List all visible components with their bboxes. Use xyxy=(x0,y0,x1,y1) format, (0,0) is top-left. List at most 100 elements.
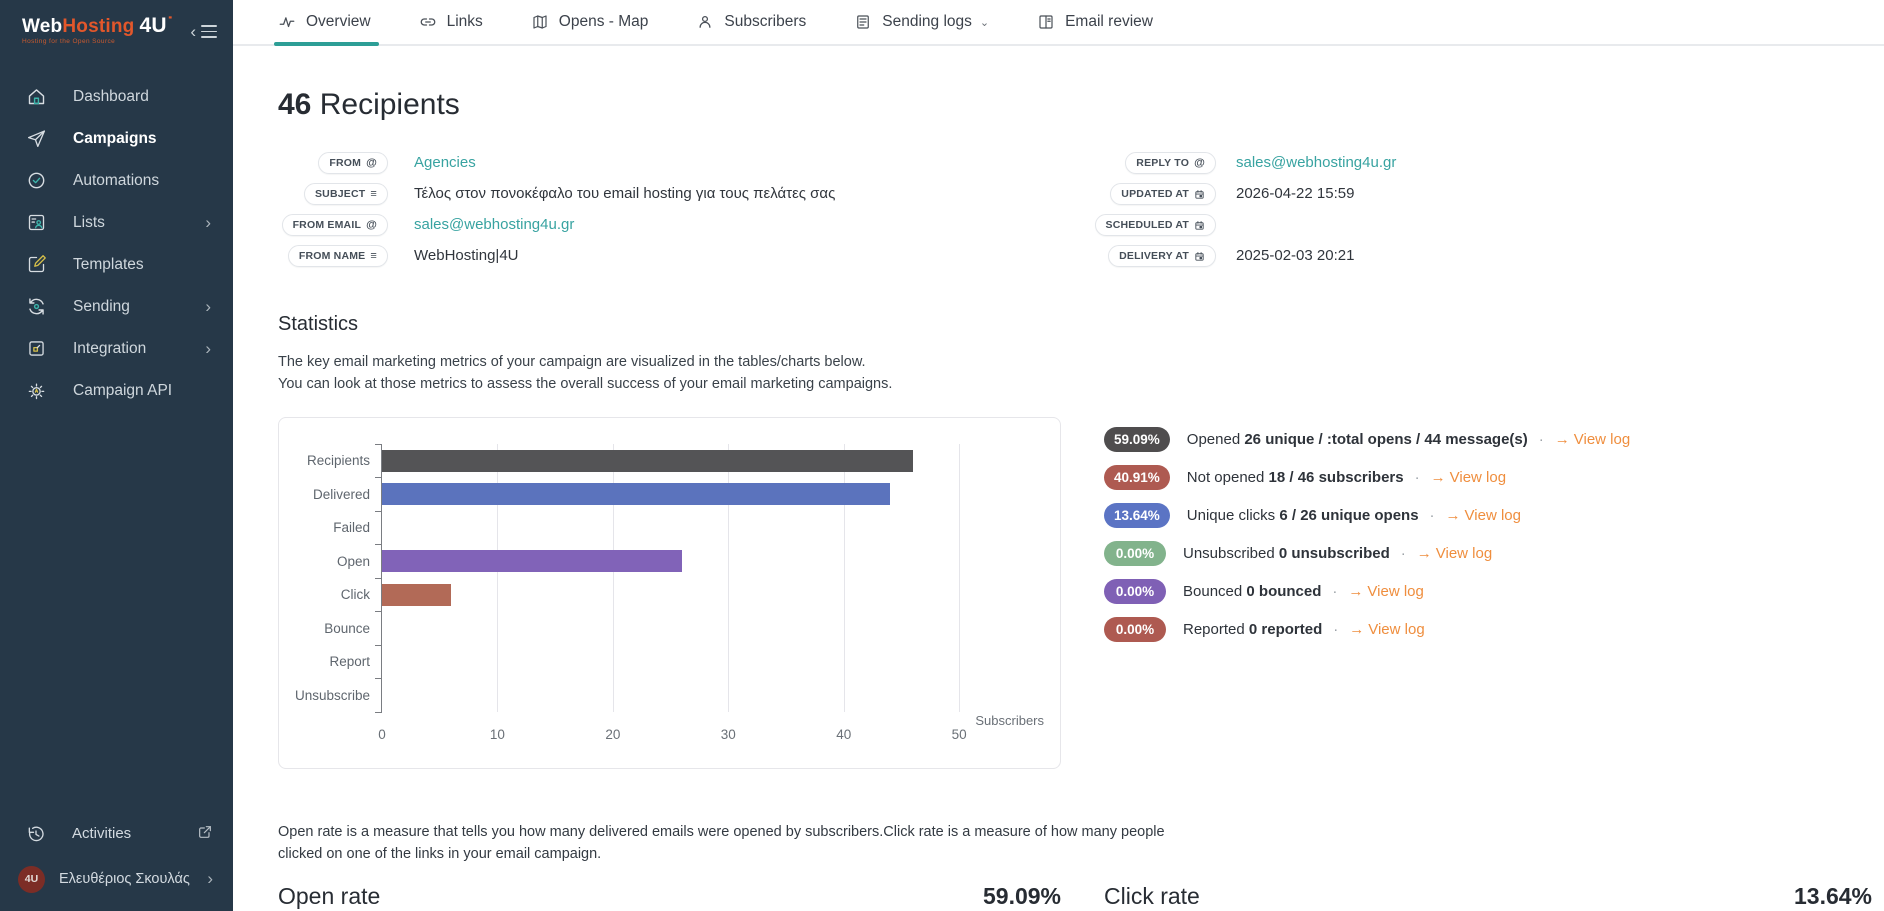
sync-icon xyxy=(26,296,47,317)
stat-percentage-badge: 59.09% xyxy=(1104,427,1170,453)
chart-gridline xyxy=(497,443,499,712)
stat-row: 0.00% Unsubscribed 0 unsubscribed · → View l… xyxy=(1104,540,1630,568)
calendar-icon xyxy=(1194,189,1205,200)
map-icon xyxy=(533,15,547,29)
chevron-right-icon: › xyxy=(205,338,211,358)
chevron-down-icon: ⌄ xyxy=(979,16,990,29)
sidebar-item-sending[interactable]: Sending › xyxy=(0,286,233,328)
view-log-link[interactable]: → View log xyxy=(1348,583,1424,601)
list-person-icon xyxy=(26,212,47,233)
detail-pill-from-name: FROM NAME ≡ xyxy=(287,245,388,267)
sidebar-item-activities[interactable]: Activities xyxy=(0,812,233,855)
arrow-right-icon: → xyxy=(1430,469,1446,487)
stat-row: 59.09% Opened 26 unique / :total opens / … xyxy=(1104,426,1630,454)
stat-text: Opened 26 unique / :total opens / 44 mes… xyxy=(1186,431,1528,449)
link-icon xyxy=(420,18,435,26)
chevron-right-icon: › xyxy=(205,296,211,316)
detail-value-updated-at: 2026-04-22 15:59 xyxy=(1236,185,1355,202)
chart-plot: Recipients Delivered Failed Open Click Bounce… xyxy=(295,443,1040,742)
detail-value-from-email[interactable]: sales@webhosting4u.gr xyxy=(414,216,575,233)
user-menu[interactable]: 4U Ελευθέριος Σκουλάς › xyxy=(0,855,233,903)
chart-bar-click xyxy=(382,583,452,606)
clock-check-icon xyxy=(26,170,47,191)
sidebar-footer: Activities 4U Ελευθέριος Σκουλάς › xyxy=(0,812,233,911)
brand-dot: ˙ xyxy=(166,14,174,37)
tab-email-review[interactable]: Email review xyxy=(1037,0,1153,44)
view-log-link[interactable]: → View log xyxy=(1554,431,1631,449)
view-log-link[interactable]: → View log xyxy=(1416,545,1493,563)
calendar-icon xyxy=(1194,251,1205,262)
detail-value-delivery-at: 2025-02-03 20:21 xyxy=(1236,247,1355,264)
dot-separator: · xyxy=(1333,621,1339,639)
view-log-link[interactable]: → View log xyxy=(1430,469,1507,487)
y-axis-tick xyxy=(375,611,382,613)
x-axis-tick-label: 10 xyxy=(489,726,505,742)
x-axis-tick-label: 30 xyxy=(720,726,736,742)
sidebar-item-integration[interactable]: Integration › xyxy=(0,328,233,370)
tab-sending-logs[interactable]: Sending logs ⌄ xyxy=(854,0,989,44)
recipients-label: Recipients xyxy=(319,88,460,121)
chart-bar-open xyxy=(382,550,683,573)
tab-overview[interactable]: Overview xyxy=(274,0,379,46)
brand-logo[interactable]: WebHosting 4U˙ Hosting for the Open Sourc… xyxy=(22,15,174,46)
stat-row: 0.00% Bounced 0 bounced · → View log xyxy=(1104,578,1630,606)
stat-text: Reported 0 reported xyxy=(1183,621,1323,639)
stat-row: 13.64% Unique clicks 6 / 26 unique opens ·… xyxy=(1104,502,1630,530)
content: 46 Recipients FROM @ Agencies SUBJECT ≡ Τέ… xyxy=(233,46,1884,911)
detail-value-reply-to[interactable]: sales@webhosting4u.gr xyxy=(1236,154,1397,171)
sidebar-item-label: Campaigns xyxy=(73,129,157,147)
x-axis-tick-label: 50 xyxy=(951,726,967,742)
sidebar-item-lists[interactable]: Lists › xyxy=(0,202,233,244)
sidebar-nav: Dashboard Campaigns Automations Lists › Templ… xyxy=(0,76,233,412)
view-log-link[interactable]: → View log xyxy=(1445,507,1521,525)
chart-bar-recipients xyxy=(382,449,914,472)
chart-row: Failed xyxy=(333,511,1040,545)
tab-opens-map[interactable]: Opens - Map xyxy=(531,0,648,44)
layout-icon xyxy=(1039,15,1053,29)
sidebar-item-campaigns[interactable]: Campaigns xyxy=(0,118,233,160)
chart-row: Unsubscribe xyxy=(295,678,1040,712)
stat-text: Bounced 0 bounced xyxy=(1183,583,1322,601)
stat-percentage-badge: 0.00% xyxy=(1104,541,1166,567)
y-axis-tick xyxy=(375,443,382,445)
page-title: 46 Recipients xyxy=(278,88,1872,122)
sidebar-item-label: Lists xyxy=(73,213,105,231)
chart-rows: Recipients Delivered Failed Open Click Bounce… xyxy=(295,444,1040,712)
sidebar-item-label: Campaign API xyxy=(73,381,173,399)
stat-row: 40.91% Not opened 18 / 46 subscribers · → Vi… xyxy=(1104,464,1630,492)
tab-label: Overview xyxy=(306,13,371,30)
x-axis-tick-label: 20 xyxy=(605,726,621,742)
y-axis-category-label: Report xyxy=(329,654,370,670)
chevron-left-icon: ‹ xyxy=(190,22,196,41)
sidebar-item-templates[interactable]: Templates xyxy=(0,244,233,286)
stats-list: 59.09% Opened 26 unique / :total opens / … xyxy=(1104,417,1630,769)
dot-separator: · xyxy=(1429,507,1435,525)
rates-explanation: Open rate is a measure that tells you ho… xyxy=(278,823,1165,863)
rates-summary: Open rate 59.09% Click rate 13.64% xyxy=(278,883,1872,910)
y-axis-category-label: Click xyxy=(340,587,370,603)
click-rate-label: Click rate xyxy=(1104,882,1200,909)
stat-row: 0.00% Reported 0 reported · → View log xyxy=(1104,616,1630,644)
y-axis-tick xyxy=(375,544,382,546)
y-axis-category-label: Delivered xyxy=(312,486,370,502)
detail-value-from[interactable]: Agencies xyxy=(414,154,476,171)
sidebar-item-dashboard[interactable]: Dashboard xyxy=(0,76,233,118)
sidebar-item-campaign-api[interactable]: Campaign API xyxy=(0,370,233,412)
y-axis-category-label: Unsubscribe xyxy=(294,687,370,703)
y-axis-category-label: Recipients xyxy=(306,453,370,469)
chart-row: Click xyxy=(341,578,1040,612)
tab-subscribers[interactable]: Subscribers xyxy=(696,0,806,44)
chart-row: Report xyxy=(329,645,1040,679)
y-axis-category-label: Failed xyxy=(333,520,370,536)
chart-row: Recipients xyxy=(307,444,1040,478)
chevron-right-icon: › xyxy=(205,212,211,232)
at-icon: @ xyxy=(366,219,377,231)
tab-label: Email review xyxy=(1065,13,1153,30)
sidebar-item-label: Integration xyxy=(73,339,147,357)
tab-links[interactable]: Links xyxy=(419,0,483,44)
sidebar-item-automations[interactable]: Automations xyxy=(0,160,233,202)
view-log-link[interactable]: → View log xyxy=(1349,621,1425,639)
detail-pill-scheduled-at: SCHEDULED AT xyxy=(1094,214,1216,236)
sidebar-collapse-button[interactable]: ‹ xyxy=(190,23,217,40)
campaign-details: FROM @ Agencies SUBJECT ≡ Τέλος στον πονοκ… xyxy=(278,152,1872,267)
